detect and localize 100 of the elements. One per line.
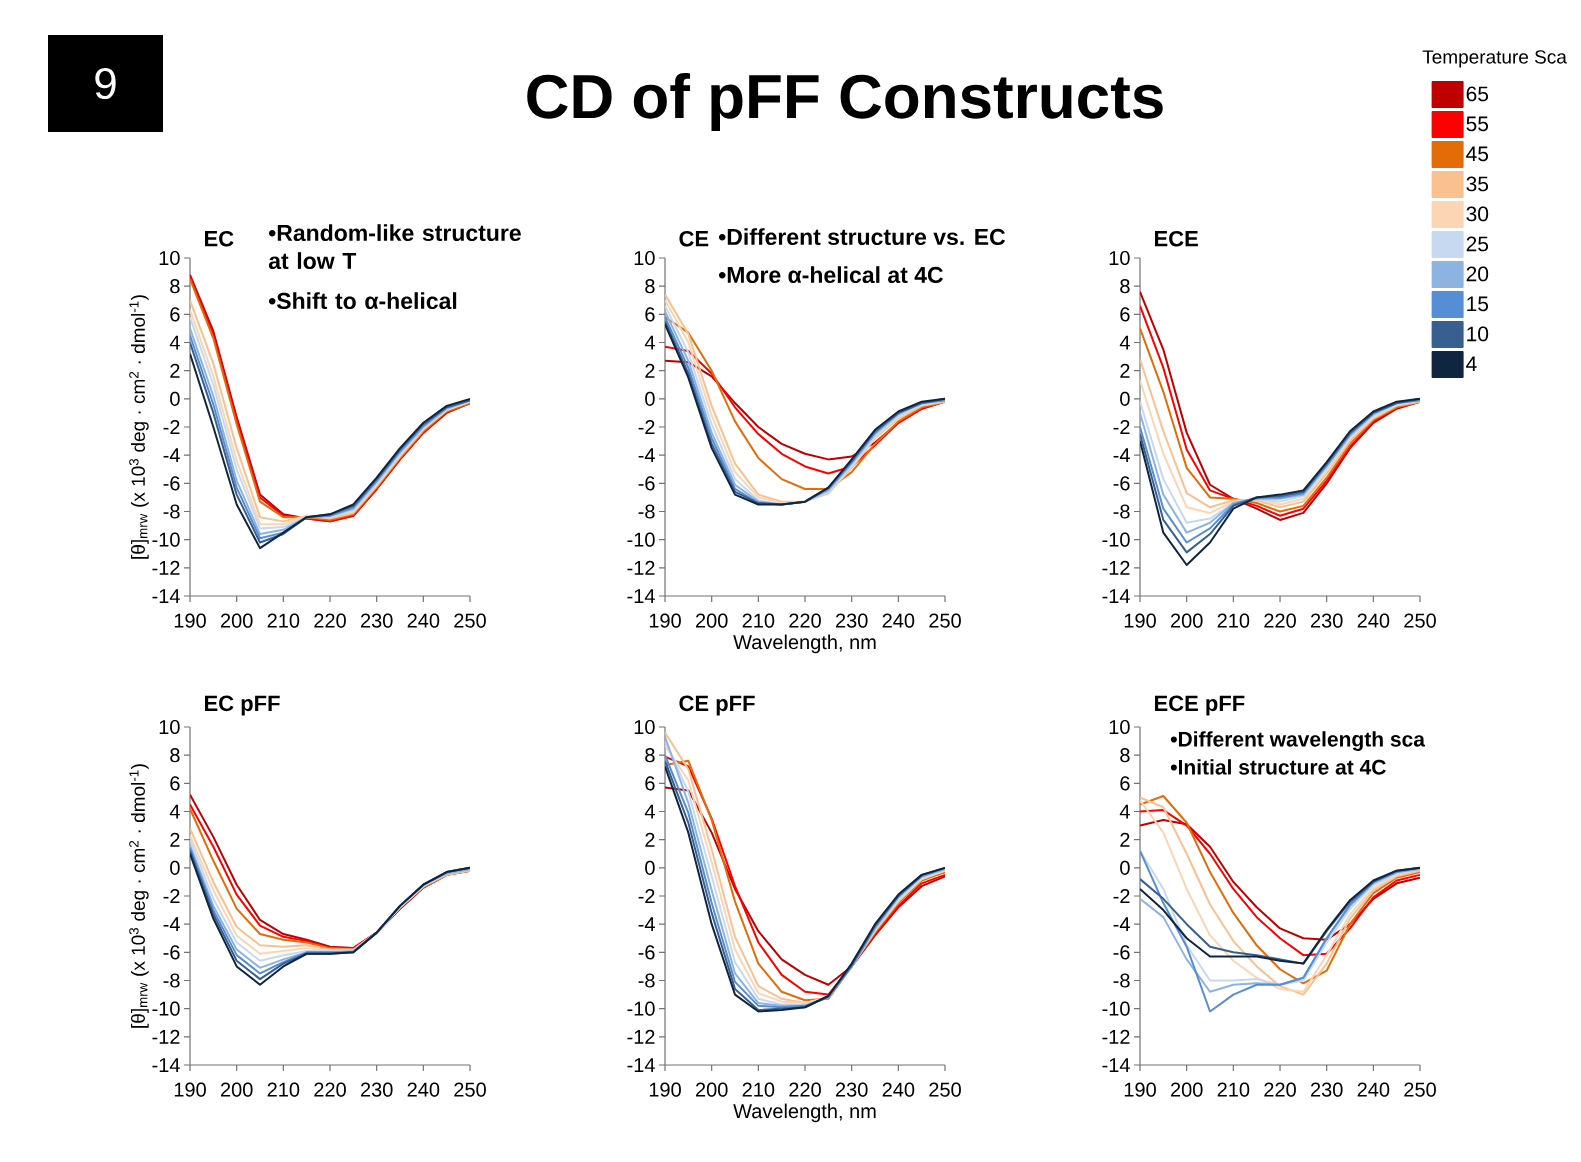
y-tick-label: 8 (1120, 279, 1130, 294)
x-tick-label: 230 (835, 1082, 868, 1097)
y-tick-label: 10 (159, 250, 180, 266)
x-tick-label: 250 (929, 613, 961, 628)
text: [θ]$_{mrw}$ (x 10$^{3}$ deg · cm$^{2}$ · dmol$^{-1}$) (129, 295, 149, 559)
y-tick-label: -12 (152, 560, 180, 575)
x-tick-label: 200 (696, 613, 728, 628)
y-tick-label: -6 (163, 476, 180, 491)
x-tick-label: 230 (360, 613, 393, 628)
y-tick-label: -2 (1113, 889, 1130, 903)
x-tick-label: 210 (267, 613, 300, 628)
y-tick-label: -2 (1113, 420, 1130, 434)
legend-label: 45 (1466, 146, 1489, 162)
y-tick-label: -6 (638, 476, 655, 491)
text: 9 (95, 67, 116, 100)
chart-title: CE pFF (679, 695, 755, 716)
line-series (1140, 849, 1421, 986)
y-tick-label: -6 (163, 945, 180, 960)
y-tick-label: 0 (645, 391, 655, 406)
x-tick-label: 250 (454, 613, 486, 628)
y-tick-label: -14 (1102, 589, 1130, 603)
y-tick-label: -12 (1102, 1029, 1130, 1044)
x-tick-label: 220 (1264, 1082, 1296, 1097)
y-tick-label: 4 (644, 335, 655, 350)
y-tick-label: 2 (170, 832, 180, 847)
y-tick-label: -6 (1113, 476, 1130, 491)
x-tick-label: 220 (789, 1082, 821, 1097)
y-tick-label: 0 (1120, 860, 1130, 875)
annotation: •Shift to α-helical (268, 292, 457, 310)
y-tick-label: -4 (163, 917, 180, 932)
x-tick-label: 200 (220, 613, 253, 628)
legend-label: 10 (1467, 326, 1489, 342)
y-tick-label: 6 (1120, 307, 1130, 322)
y-tick-label: 8 (1120, 748, 1130, 763)
y-tick-label: 0 (170, 860, 180, 875)
y-tick-label: -6 (1113, 945, 1130, 960)
y-tick-label: 2 (170, 363, 180, 378)
y-tick-label: -10 (1102, 1001, 1130, 1016)
y-tick-label: -10 (152, 1001, 180, 1016)
x-tick-label: 190 (1124, 1082, 1156, 1097)
chart-title: ECE pFF (1155, 695, 1245, 716)
y-tick-label: -14 (152, 1058, 180, 1072)
y-tick-label: -2 (638, 420, 655, 434)
y-tick-label: -12 (627, 1029, 655, 1044)
text: [θ]$_{mrw}$ (x 10$^{3}$ deg · cm$^{2}$ · dmol$^{-1}$) (129, 764, 149, 1028)
annotation: •Different wavelength sca (1170, 731, 1426, 751)
annotation: •Random-like structure at low T (268, 224, 521, 270)
y-tick-label: -2 (163, 889, 180, 903)
y-tick-label: -12 (152, 1029, 180, 1044)
text: CD of pFF Constructs (527, 73, 1163, 131)
x-tick-label: 200 (1171, 1082, 1203, 1097)
y-tick-label: 8 (170, 279, 180, 294)
x-tick-label: 240 (407, 613, 440, 628)
y-tick-label: -8 (1113, 973, 1130, 988)
x-axis-title: Wavelength, nm (733, 1103, 876, 1123)
chart-title: EC pFF (205, 695, 280, 716)
y-tick-label: -12 (1102, 560, 1130, 575)
x-tick-label: 210 (1217, 1082, 1250, 1097)
legend-title: Temperature Sca (1422, 50, 1567, 68)
y-tick-label: 2 (645, 363, 655, 378)
chart-title: ECE (1155, 230, 1198, 247)
line-series (1140, 358, 1421, 509)
x-tick-label: 190 (649, 1082, 681, 1097)
y-tick-label: 0 (645, 860, 655, 875)
x-tick-label: 210 (742, 1082, 775, 1097)
y-tick-label: 6 (1120, 776, 1130, 791)
y-tick-label: 2 (1120, 832, 1130, 847)
y-tick-label: -8 (163, 504, 180, 519)
y-tick-label: -2 (163, 420, 180, 434)
x-tick-label: 230 (1311, 613, 1343, 628)
x-tick-label: 250 (454, 1082, 486, 1097)
y-tick-label: 8 (645, 279, 655, 294)
legend-label: 55 (1466, 116, 1489, 132)
legend-label: 35 (1466, 176, 1489, 192)
legend-label: 4 (1466, 356, 1477, 372)
y-tick-label: -14 (627, 589, 655, 603)
legend-label: 25 (1466, 236, 1489, 252)
y-tick-label: 0 (1120, 391, 1130, 406)
x-tick-label: 200 (1171, 613, 1203, 628)
x-tick-label: 210 (267, 1082, 300, 1097)
y-tick-label: 6 (170, 776, 180, 791)
line-series (1140, 809, 1421, 957)
x-tick-label: 250 (1404, 1082, 1436, 1097)
x-tick-label: 250 (929, 1082, 961, 1097)
annotation: •More α-helical at 4C (718, 266, 943, 284)
x-tick-label: 230 (360, 1082, 393, 1097)
y-tick-label: 4 (1119, 804, 1130, 819)
x-tick-label: 210 (742, 613, 775, 628)
x-tick-label: 240 (1357, 1082, 1390, 1097)
y-tick-label: -10 (1102, 532, 1130, 547)
legend-label: 65 (1466, 86, 1489, 102)
y-tick-label: -2 (638, 889, 655, 903)
y-tick-label: -4 (638, 448, 655, 463)
y-tick-label: -8 (638, 504, 655, 519)
x-tick-label: 190 (1124, 613, 1156, 628)
x-tick-label: 240 (1357, 613, 1390, 628)
x-tick-label: 220 (789, 613, 821, 628)
y-tick-label: -12 (627, 560, 655, 575)
legend-label: 20 (1466, 266, 1489, 282)
y-tick-label: -4 (163, 448, 180, 463)
